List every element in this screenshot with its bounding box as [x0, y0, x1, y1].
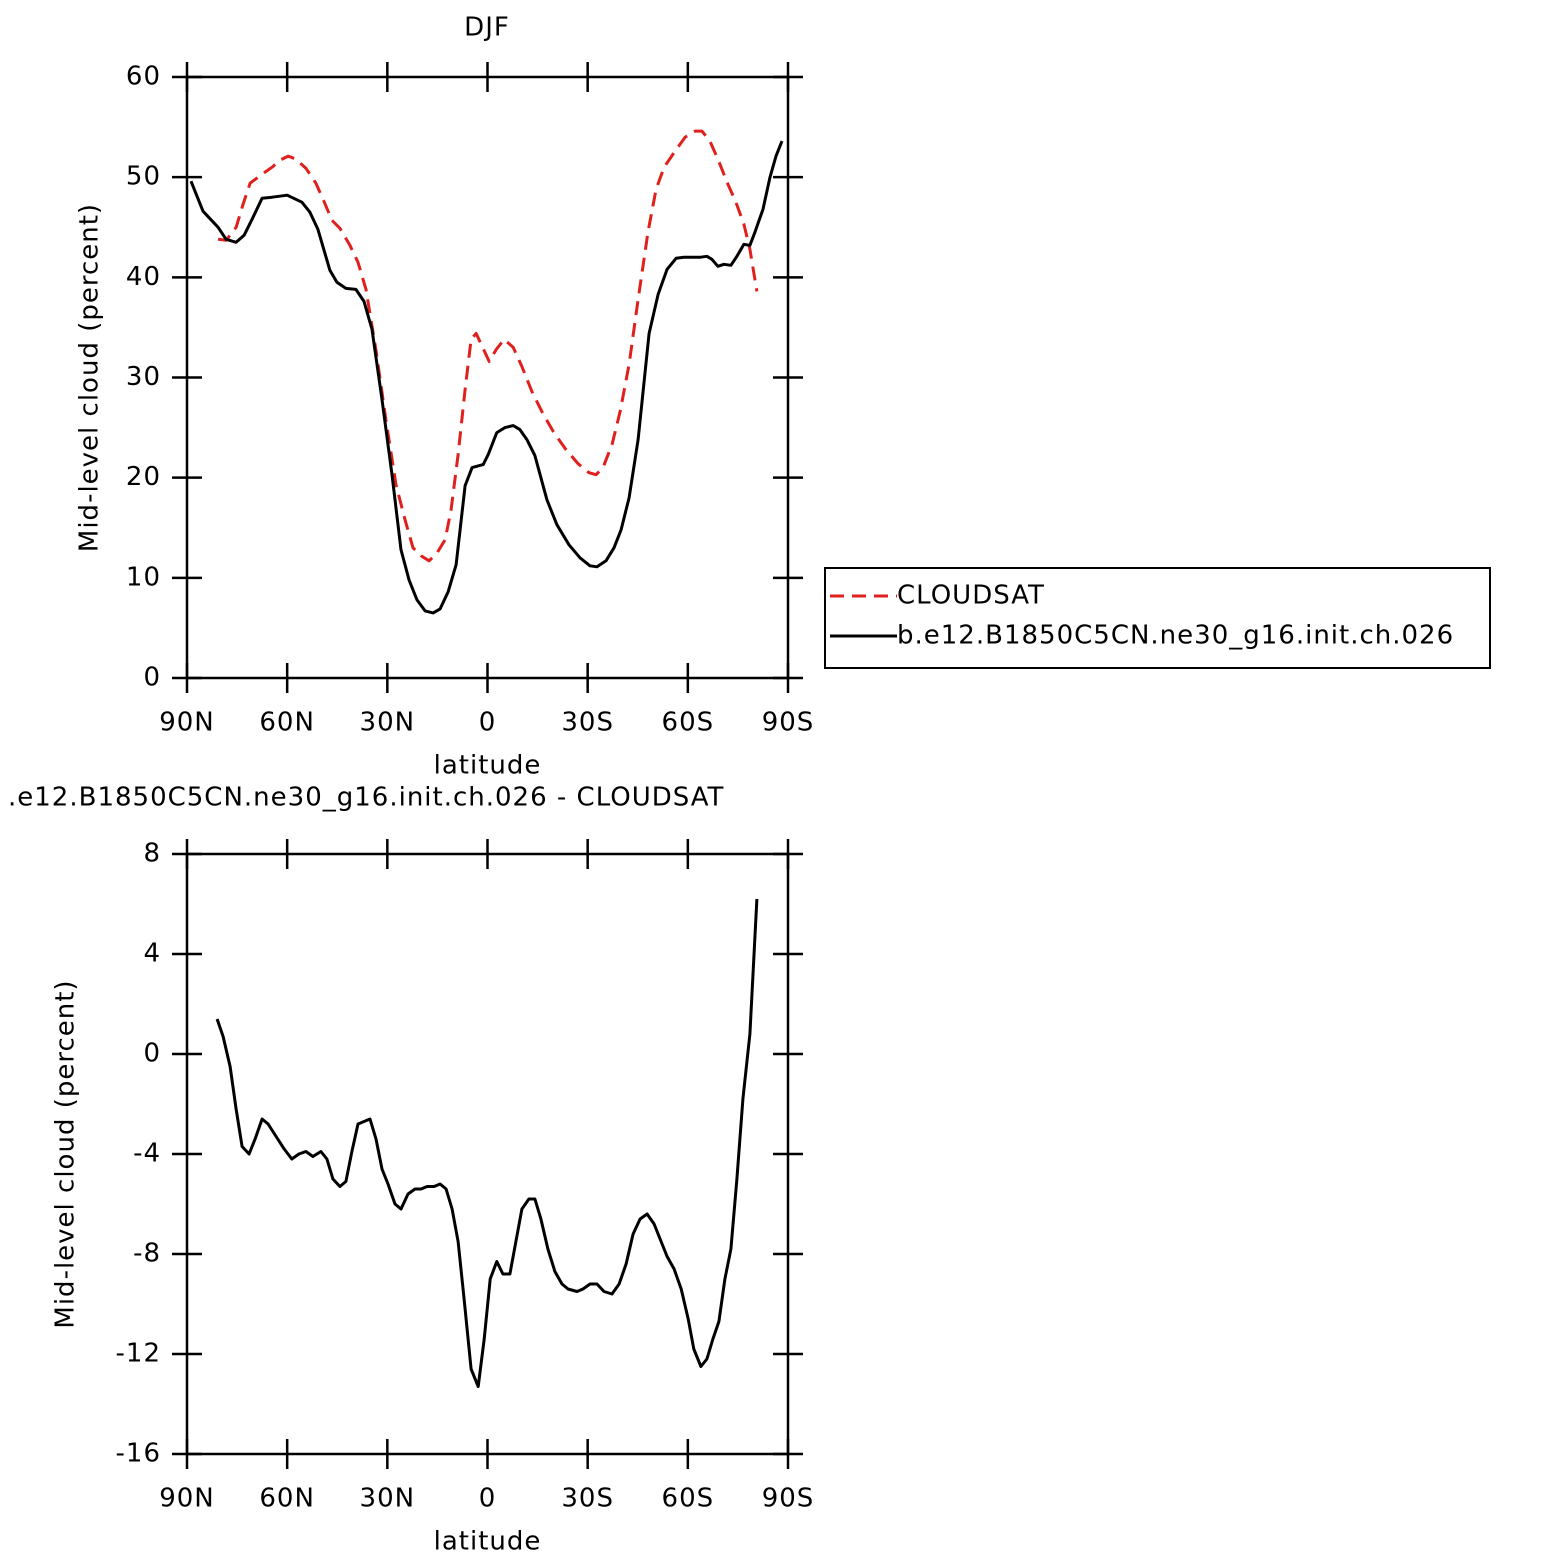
x-tick-label: 30N: [360, 708, 416, 738]
y-tick-label: 60: [126, 62, 161, 92]
x-axis-label: latitude: [434, 751, 542, 781]
x-tick-label: 90N: [159, 708, 215, 738]
y-tick-label: 30: [126, 362, 161, 392]
x-tick-label: 30S: [561, 1484, 614, 1514]
y-axis-label: Mid-level cloud (percent): [75, 203, 105, 552]
y-tick-label: -8: [133, 1239, 161, 1269]
x-tick-label: 30N: [360, 1484, 416, 1514]
y-tick-label: -12: [116, 1339, 161, 1369]
data-line: [217, 129, 759, 563]
x-tick-label: 90S: [762, 1484, 815, 1514]
y-tick-label: 20: [126, 462, 161, 492]
data-line: [215, 898, 759, 1388]
legend-box: [824, 567, 1491, 669]
y-tick-label: -16: [116, 1439, 161, 1469]
y-axis-label: Mid-level cloud (percent): [51, 979, 81, 1328]
y-tick-label: 10: [126, 562, 161, 592]
legend-label: b.e12.B1850C5CN.ne30_g16.init.ch.026: [897, 621, 1454, 651]
chart-title: .e12.B1850C5CN.ne30_g16.init.ch.026 - CL…: [8, 783, 724, 813]
y-tick-label: 40: [126, 262, 161, 292]
x-tick-label: 90N: [159, 1484, 215, 1514]
chart-title: DJF: [464, 13, 510, 43]
x-tick-label: 60N: [259, 708, 315, 738]
x-tick-label: 90S: [762, 708, 815, 738]
x-tick-label: 0: [479, 1484, 497, 1514]
legend-label: CLOUDSAT: [897, 581, 1045, 611]
plot-frame: [185, 852, 790, 1456]
y-tick-label: 50: [126, 162, 161, 192]
x-tick-label: 0: [479, 708, 497, 738]
x-axis-label: latitude: [434, 1527, 542, 1557]
y-tick-label: -4: [133, 1139, 161, 1169]
x-tick-label: 60S: [662, 708, 715, 738]
x-tick-label: 30S: [561, 708, 614, 738]
y-tick-label: 0: [143, 663, 161, 693]
plot-frame: [185, 75, 790, 680]
y-tick-label: 0: [143, 1039, 161, 1069]
data-line: [189, 140, 784, 615]
x-tick-label: 60S: [662, 1484, 715, 1514]
y-tick-label: 4: [143, 939, 161, 969]
y-tick-label: 8: [143, 839, 161, 869]
x-tick-label: 60N: [259, 1484, 315, 1514]
